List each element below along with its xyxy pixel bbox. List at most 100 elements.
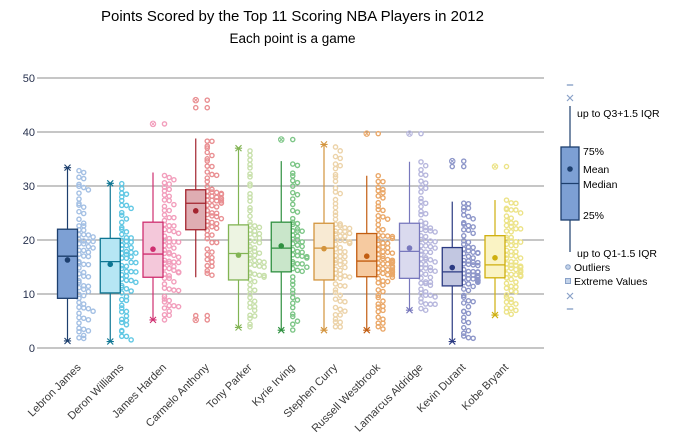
game-point bbox=[299, 268, 305, 275]
game-point bbox=[118, 226, 125, 233]
game-point bbox=[508, 252, 515, 259]
game-point bbox=[503, 292, 510, 298]
game-point bbox=[204, 246, 211, 252]
extreme-value-marker bbox=[149, 120, 157, 128]
game-point bbox=[85, 238, 92, 245]
game-point bbox=[337, 319, 344, 326]
game-point bbox=[337, 253, 344, 260]
game-point bbox=[85, 316, 92, 323]
game-point bbox=[247, 165, 253, 171]
game-point bbox=[209, 249, 215, 255]
game-point bbox=[418, 290, 424, 297]
game-point bbox=[508, 200, 515, 206]
game-point bbox=[465, 239, 472, 245]
game-point bbox=[128, 239, 134, 245]
game-point bbox=[503, 280, 510, 287]
game-point bbox=[161, 197, 168, 203]
game-point bbox=[299, 239, 305, 245]
game-point bbox=[118, 328, 125, 335]
game-point bbox=[123, 308, 130, 315]
game-point bbox=[465, 303, 472, 310]
game-point bbox=[513, 301, 519, 307]
game-point bbox=[161, 299, 168, 305]
game-point bbox=[123, 268, 130, 275]
game-point bbox=[133, 279, 139, 286]
game-point bbox=[76, 299, 82, 306]
game-point bbox=[289, 161, 296, 167]
game-point bbox=[337, 282, 344, 289]
game-point bbox=[123, 263, 130, 270]
extreme-value-marker bbox=[406, 130, 413, 137]
game-point bbox=[118, 309, 125, 315]
game-point bbox=[427, 249, 434, 256]
game-point bbox=[337, 324, 344, 330]
game-point bbox=[123, 255, 130, 262]
game-point bbox=[375, 292, 382, 299]
game-point bbox=[508, 242, 515, 249]
game-point bbox=[80, 175, 87, 182]
game-point bbox=[166, 222, 172, 229]
game-point bbox=[337, 222, 344, 229]
game-point bbox=[422, 265, 429, 271]
game-points-cloud bbox=[118, 180, 139, 343]
game-point bbox=[422, 280, 429, 287]
game-point bbox=[508, 207, 515, 213]
game-point bbox=[213, 172, 220, 179]
game-point bbox=[342, 228, 348, 235]
game-point bbox=[375, 203, 382, 210]
game-point bbox=[375, 314, 382, 321]
game-point bbox=[346, 240, 353, 247]
game-point bbox=[80, 326, 87, 333]
game-point bbox=[427, 267, 434, 274]
game-point bbox=[375, 304, 382, 310]
game-point bbox=[299, 228, 305, 234]
game-point bbox=[209, 272, 215, 279]
game-point bbox=[513, 253, 519, 259]
game-point bbox=[427, 274, 434, 281]
game-point bbox=[460, 294, 467, 301]
game-point bbox=[213, 189, 220, 196]
legend-extremes-label: Extreme Values bbox=[574, 276, 647, 288]
game-point bbox=[337, 148, 344, 154]
game-point bbox=[204, 262, 211, 269]
legend-25pct-label: 25% bbox=[583, 210, 604, 222]
game-point bbox=[247, 174, 253, 180]
game-point bbox=[294, 226, 301, 232]
mean-dot bbox=[363, 253, 370, 259]
game-point bbox=[465, 261, 472, 268]
game-point bbox=[209, 202, 215, 209]
game-point bbox=[460, 233, 467, 239]
game-point bbox=[304, 264, 310, 270]
game-point bbox=[118, 212, 125, 219]
game-point bbox=[342, 248, 348, 255]
game-point bbox=[161, 207, 168, 214]
game-point bbox=[133, 259, 139, 266]
game-point bbox=[209, 263, 215, 270]
game-point bbox=[465, 287, 472, 294]
game-point bbox=[470, 276, 476, 282]
game-point bbox=[123, 216, 130, 222]
game-point bbox=[175, 239, 182, 245]
game-point bbox=[508, 265, 515, 272]
game-point bbox=[80, 210, 87, 217]
game-point bbox=[128, 288, 134, 294]
game-point bbox=[513, 266, 519, 273]
game-point bbox=[251, 287, 258, 294]
legend-75pct-label: 75% bbox=[583, 146, 604, 158]
game-point bbox=[465, 213, 472, 220]
game-point bbox=[85, 253, 92, 260]
mean-dot bbox=[150, 246, 156, 252]
game-point bbox=[171, 201, 177, 208]
boxplot-legend bbox=[560, 84, 580, 310]
game-point bbox=[418, 208, 424, 215]
game-point bbox=[422, 172, 429, 178]
game-point bbox=[337, 248, 344, 255]
player-group-lamarcus-aldridge bbox=[398, 130, 438, 314]
game-point bbox=[346, 274, 353, 280]
game-point bbox=[80, 315, 87, 322]
game-point bbox=[204, 256, 211, 263]
outlier-marker bbox=[449, 163, 456, 170]
x-axis-player-label: Tony Parker bbox=[205, 361, 255, 411]
game-point bbox=[166, 186, 172, 193]
game-point bbox=[128, 249, 134, 256]
